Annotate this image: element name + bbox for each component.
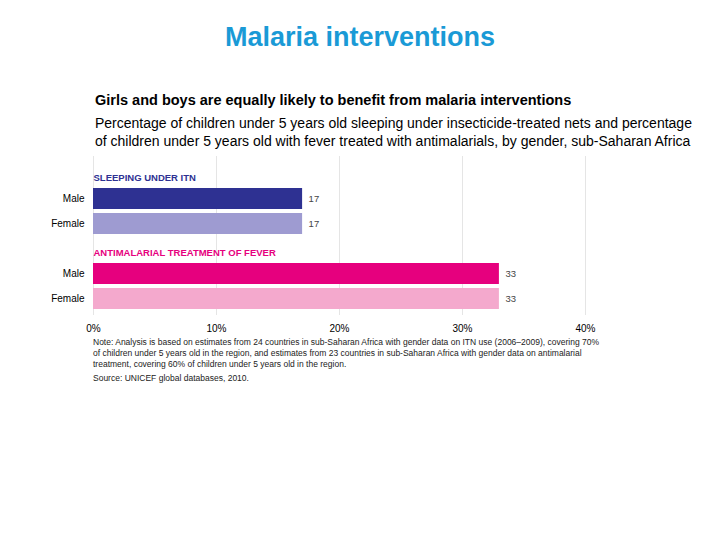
svg-text:Female: Female [51, 294, 85, 305]
svg-text:10%: 10% [206, 323, 226, 334]
svg-text:33: 33 [505, 268, 516, 279]
svg-text:Male: Male [63, 269, 85, 280]
svg-text:Female: Female [51, 219, 85, 230]
svg-text:17: 17 [309, 218, 320, 229]
html-text:Malaria interventions: Malaria interventions [225, 22, 495, 52]
html-text:Percentage of children under 5: Percentage of children under 5 years old… [95, 115, 692, 150]
svg-text:40%: 40% [575, 323, 595, 334]
html-text:Girls and boys are equally lik: Girls and boys are equally likely to ben… [95, 92, 572, 108]
svg-text:30%: 30% [452, 323, 472, 334]
html-text:Source: UNICEF global database: Source: UNICEF global databases, 2010. [93, 373, 249, 384]
svg-text:33: 33 [505, 293, 516, 304]
svg-text:SLEEPING UNDER ITN: SLEEPING UNDER ITN [94, 172, 197, 183]
svg-text:20%: 20% [329, 323, 349, 334]
svg-text:0%: 0% [86, 323, 101, 334]
svg-text:Male: Male [63, 194, 85, 205]
html-text:Note: Analysis is based on est: Note: Analysis is based on estimates fro… [93, 337, 599, 369]
svg-text:17: 17 [309, 193, 320, 204]
svg-text:ANTIMALARIAL TREATMENT OF FEVE: ANTIMALARIAL TREATMENT OF FEVER [94, 247, 276, 258]
